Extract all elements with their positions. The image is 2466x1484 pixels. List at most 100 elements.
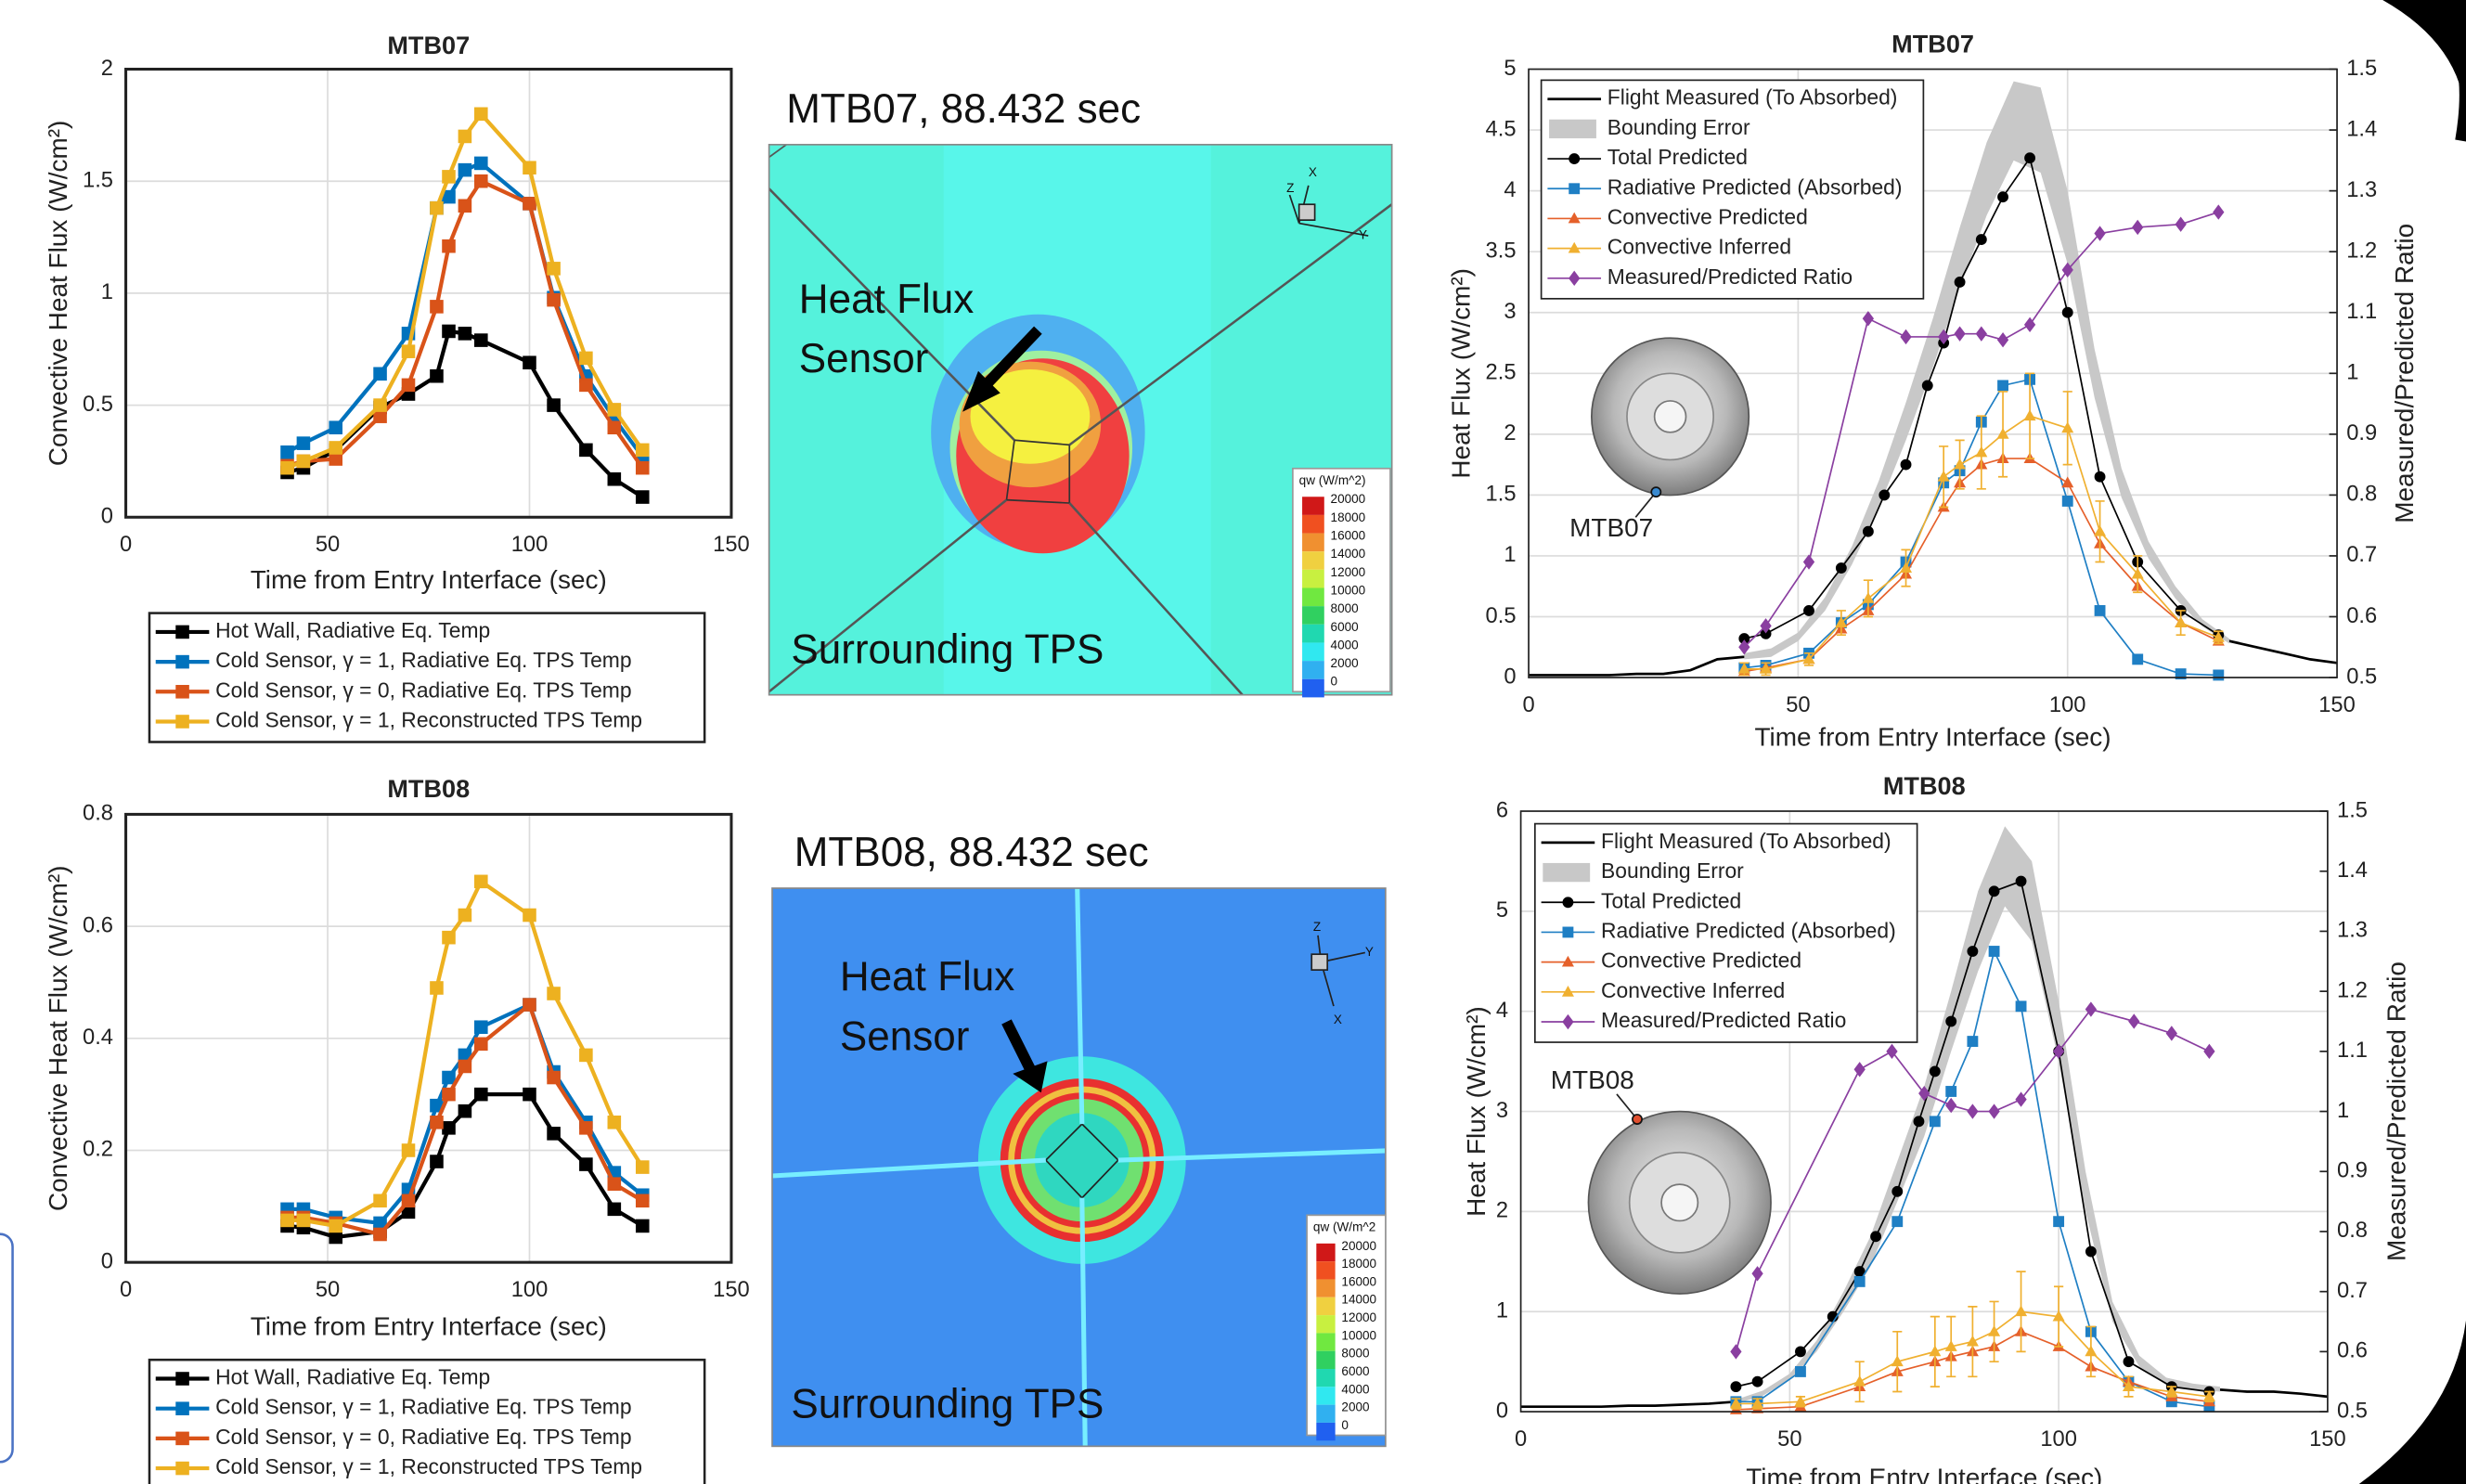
y2-tick-label: 0.5 — [2346, 665, 2377, 689]
y-tick-label: 0.2 — [83, 1138, 113, 1162]
marker — [1569, 183, 1581, 195]
marker — [401, 344, 416, 358]
marker — [1562, 926, 1574, 938]
y-tick-label: 0.8 — [83, 802, 113, 826]
marker — [2023, 409, 2036, 421]
marker — [1802, 652, 1815, 665]
colorbar-label: 10000 — [1331, 583, 1366, 597]
y2-tick-label: 0.6 — [2346, 604, 2377, 628]
y2-tick-label: 0.7 — [2337, 1279, 2368, 1303]
marker — [1921, 380, 1933, 392]
marker — [430, 1116, 444, 1129]
legend-label: Bounding Error — [1601, 858, 1744, 883]
marker — [1891, 1216, 1904, 1228]
marker — [2085, 1345, 2098, 1357]
marker — [1975, 326, 1987, 342]
series-line — [1744, 378, 2219, 677]
x-tick-label: 0 — [1522, 693, 1534, 717]
colorbar-swatch — [1316, 1404, 1336, 1423]
colorbar-label: 12000 — [1341, 1310, 1376, 1324]
legend-label: Flight Measured (To Absorbed) — [1607, 85, 1898, 110]
colorbar-swatch — [1302, 678, 1324, 698]
marker — [1738, 639, 1750, 655]
marker — [635, 443, 650, 458]
marker — [523, 161, 536, 175]
marker — [1900, 458, 1912, 471]
colorbar-label: 18000 — [1341, 1257, 1376, 1271]
chart-title: MTB08 — [387, 774, 470, 803]
y-tick-label: 3.5 — [1486, 239, 1517, 263]
marker — [280, 1213, 294, 1228]
marker — [175, 685, 189, 699]
x-tick-label: 50 — [316, 1278, 340, 1302]
marker — [1862, 311, 1875, 327]
marker — [2052, 1310, 2065, 1322]
marker — [607, 403, 622, 417]
marker — [442, 324, 456, 339]
series-line — [287, 1001, 644, 1226]
x-tick-label: 0 — [120, 533, 132, 557]
marker — [1730, 1344, 1742, 1360]
legend-label: Total Predicted — [1601, 888, 1741, 912]
colorbar-swatch — [1302, 661, 1324, 679]
marker — [1760, 663, 1773, 674]
series-line — [286, 110, 645, 471]
marker — [2122, 1380, 2135, 1392]
marker — [1751, 1266, 1763, 1282]
marker — [2203, 1043, 2215, 1060]
marker — [1562, 897, 1574, 909]
marker — [474, 156, 488, 171]
colorbar-swatch — [1316, 1261, 1336, 1280]
y2-tick-label: 0.9 — [2346, 421, 2377, 445]
marker — [547, 987, 561, 1000]
axes-box — [1528, 68, 2338, 678]
marker — [2024, 152, 2036, 164]
marker — [2061, 306, 2073, 318]
marker — [2165, 1385, 2178, 1397]
colorbar-swatch — [1302, 606, 1324, 625]
legend-box — [1533, 822, 1918, 1043]
annotation: MTB07 — [1569, 513, 1653, 542]
y2-tick-label: 1.5 — [2346, 57, 2377, 81]
colorbar-label: 12000 — [1331, 565, 1366, 579]
marker — [175, 1372, 189, 1386]
y2-tick-label: 1 — [2346, 361, 2358, 385]
capsule-image — [1653, 400, 1687, 433]
y-tick-label: 4 — [1496, 999, 1508, 1023]
marker — [2061, 262, 2073, 278]
marker — [373, 367, 387, 381]
series-line — [1736, 880, 2210, 1393]
marker — [430, 200, 444, 215]
marker — [175, 1401, 189, 1415]
marker — [1835, 616, 1848, 627]
chart-title: MTB07 — [1891, 29, 1974, 58]
colorbar-label: 10000 — [1341, 1328, 1376, 1342]
marker — [2085, 1245, 2097, 1258]
marker — [1900, 561, 1913, 573]
colorbar-swatch — [1302, 514, 1324, 534]
marker — [523, 197, 536, 211]
y-tick-label: 5 — [1504, 57, 1516, 81]
marker — [579, 351, 593, 366]
marker — [1862, 592, 1875, 603]
colorbar-swatch — [1302, 587, 1324, 607]
colorbar-label: 0 — [1341, 1418, 1349, 1432]
legend-label: Convective Inferred — [1601, 978, 1785, 1002]
colorbar-swatch — [1316, 1422, 1336, 1441]
side-box — [0, 1232, 14, 1464]
marker — [175, 625, 189, 639]
colorbar-label: 0 — [1331, 675, 1338, 689]
axis-triad — [1288, 185, 1369, 237]
arrow-head — [962, 370, 1001, 412]
marker — [523, 355, 536, 370]
tps-label: Surrounding TPS — [791, 1382, 1104, 1427]
marker — [1862, 525, 1874, 537]
marker — [2175, 616, 2188, 627]
marker — [2061, 476, 2074, 488]
marker — [1938, 329, 1950, 345]
marker — [1997, 380, 2008, 392]
marker — [1988, 1103, 2000, 1119]
y2-tick-label: 1.3 — [2337, 919, 2368, 943]
marker — [458, 1059, 472, 1074]
